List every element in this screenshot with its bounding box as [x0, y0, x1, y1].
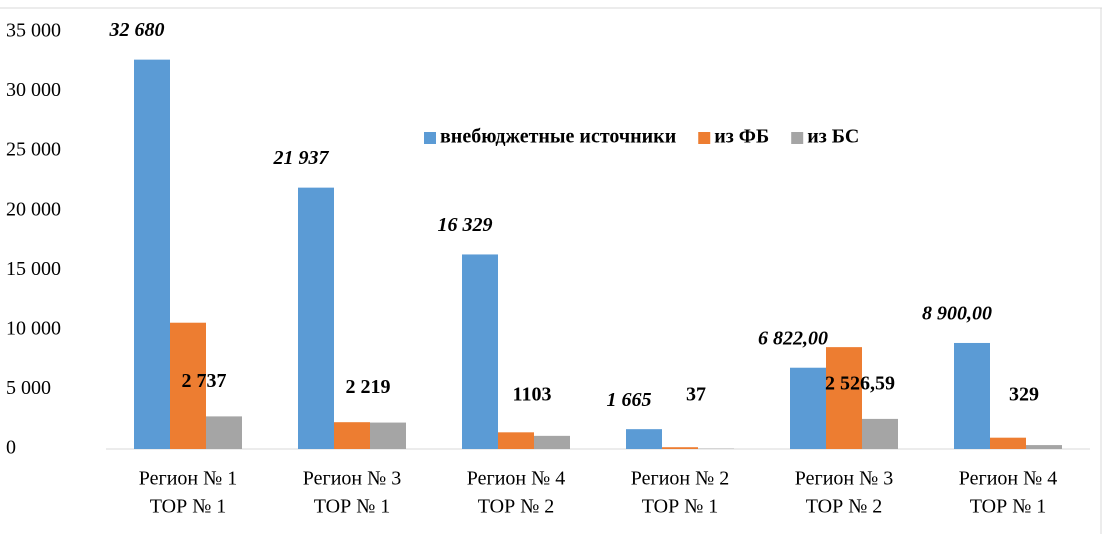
x-tick-label: ТОР № 1: [970, 496, 1047, 518]
x-tick-label: Регион № 2: [631, 468, 729, 490]
x-tick-label: ТОР № 1: [314, 496, 391, 518]
y-tick-label: 25 000: [6, 139, 61, 161]
data-label: 8 900,00: [922, 303, 992, 325]
data-label: 6 822,00: [758, 327, 828, 349]
x-tick-label: ТОР № 2: [806, 496, 883, 518]
x-tick-label: Регион № 4: [959, 468, 1057, 490]
x-tick-label: Регион № 3: [303, 468, 401, 490]
bar: [826, 347, 862, 449]
data-label: 32 680: [109, 19, 165, 41]
bar: [790, 368, 826, 449]
bar: [370, 423, 406, 449]
bar: [954, 343, 990, 449]
data-label: 2 219: [346, 376, 391, 398]
bar: [298, 188, 334, 449]
bar: [134, 60, 170, 449]
legend-swatch: [698, 132, 710, 144]
legend-label: из БС: [807, 126, 859, 148]
y-tick-label: 5 000: [6, 377, 51, 399]
legend-swatch: [424, 132, 436, 144]
data-label: 2 526,59: [825, 372, 895, 394]
x-tick-label: Регион № 3: [795, 468, 893, 490]
data-label: 21 937: [273, 147, 330, 169]
data-label: 329: [1009, 384, 1039, 406]
y-tick-label: 20 000: [6, 198, 61, 220]
y-tick-label: 0: [6, 437, 16, 459]
legend-label: внебюджетные источники: [440, 126, 676, 148]
bar: [462, 254, 498, 449]
x-tick-label: Регион № 4: [467, 468, 565, 490]
bar: [1026, 445, 1062, 449]
y-tick-label: 10 000: [6, 317, 61, 339]
y-tick-label: 30 000: [6, 79, 61, 101]
legend-label: из ФБ: [714, 126, 769, 148]
y-tick-label: 15 000: [6, 258, 61, 280]
x-tick-label: ТОР № 2: [478, 496, 555, 518]
bar: [498, 432, 534, 449]
data-label: 1 665: [607, 389, 652, 411]
bar: [534, 436, 570, 449]
x-tick-label: ТОР № 1: [642, 496, 719, 518]
bar: [862, 419, 898, 449]
bar: [662, 447, 698, 449]
bar: [206, 416, 242, 449]
data-label: 16 329: [438, 214, 493, 236]
bar: [626, 429, 662, 449]
data-label: 2 737: [182, 370, 227, 392]
x-tick-label: Регион № 1: [139, 468, 237, 490]
y-tick-label: 35 000: [6, 20, 61, 42]
x-tick-label: ТОР № 1: [150, 496, 227, 518]
data-label: 37: [686, 384, 706, 406]
legend-swatch: [791, 132, 803, 144]
bar: [990, 438, 1026, 449]
bar: [334, 422, 370, 449]
data-label: 1103: [513, 384, 552, 406]
